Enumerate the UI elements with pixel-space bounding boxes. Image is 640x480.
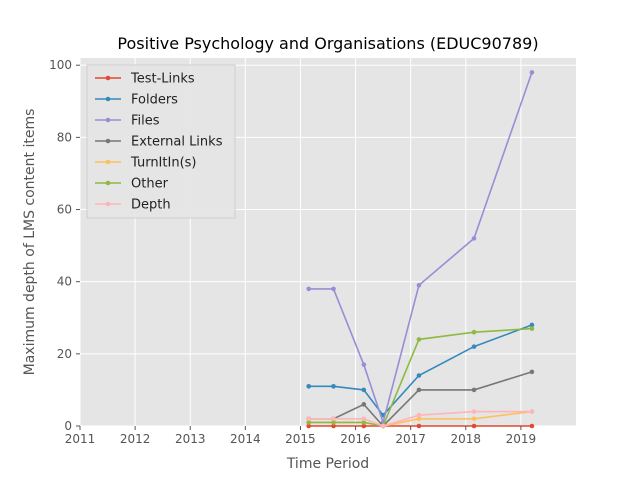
- data-point-test-links: [331, 423, 336, 429]
- legend-marker-external-links: [105, 138, 111, 144]
- data-point-folders: [529, 322, 535, 328]
- legend-label-test-links: Test-Links: [130, 72, 195, 87]
- data-point-other: [416, 337, 422, 342]
- legend-marker-folders: [105, 96, 111, 102]
- x-tick-label: 2014: [230, 432, 261, 446]
- series-depth: [306, 409, 535, 429]
- legend-marker-other: [105, 180, 111, 186]
- data-point-files: [361, 362, 367, 367]
- data-point-files: [416, 282, 422, 288]
- data-point-external-links: [361, 402, 367, 407]
- data-point-files: [306, 286, 312, 292]
- data-point-test-links: [529, 423, 535, 429]
- data-point-files: [331, 286, 336, 292]
- legend-marker-depth: [105, 201, 111, 207]
- series-files: [306, 70, 535, 426]
- y-axis-label: Maximum depth of LMS content items: [22, 109, 38, 376]
- legend-label-external-links: External Links: [131, 135, 223, 150]
- y-tick-label: 20: [57, 347, 72, 361]
- legend-label-other: Other: [131, 177, 169, 192]
- series-layer: [306, 70, 535, 429]
- data-point-folders: [471, 344, 477, 349]
- legend-label-turnitin-s: TurnItIn(s): [130, 156, 196, 171]
- y-tick-label: 60: [57, 203, 72, 217]
- data-point-depth: [306, 416, 312, 422]
- data-point-external-links: [471, 387, 477, 393]
- y-tick-label: 0: [64, 419, 72, 433]
- legend: Test-Links Folders Files External Links Turn…: [86, 64, 236, 219]
- data-point-other: [361, 420, 367, 425]
- data-point-folders: [416, 373, 422, 378]
- data-point-depth: [380, 423, 386, 429]
- data-point-depth: [361, 416, 367, 422]
- data-point-external-links: [529, 369, 535, 375]
- chart-title: Positive Psychology and Organisations (E…: [117, 34, 538, 53]
- data-point-depth: [331, 416, 336, 422]
- y-tick-label: 40: [57, 275, 72, 289]
- x-tick-label: 2015: [285, 432, 316, 446]
- legend-marker-turnitin-s: [105, 159, 111, 165]
- data-point-files: [471, 236, 477, 241]
- x-tick-label: 2013: [175, 432, 206, 446]
- legend-marker-test-links: [105, 75, 111, 81]
- y-tick-label: 100: [49, 58, 72, 72]
- data-point-folders: [361, 387, 367, 393]
- data-point-turnitin-s: [416, 416, 422, 422]
- y-tick-label: 80: [57, 130, 72, 144]
- x-tick-label: 2019: [506, 432, 537, 446]
- data-point-external-links: [416, 387, 422, 393]
- data-point-other: [471, 329, 477, 335]
- legend-label-folders: Folders: [131, 93, 178, 108]
- data-point-folders: [331, 384, 336, 389]
- x-tick-label: 2012: [120, 432, 151, 446]
- legend-marker-files: [105, 117, 111, 123]
- data-point-test-links: [416, 423, 422, 429]
- legend-label-depth: Depth: [131, 198, 171, 213]
- data-point-other: [306, 420, 312, 425]
- data-point-test-links: [361, 423, 367, 429]
- x-axis-label: Time Period: [286, 456, 369, 472]
- data-point-folders: [306, 384, 312, 389]
- x-tick-label: 2011: [65, 432, 96, 446]
- x-tick-label: 2016: [340, 432, 371, 446]
- ticks: 2011 2012 2013 2014 2015 2016 2017 2018 2019 0 20 4…: [49, 58, 536, 446]
- x-tick-label: 2018: [451, 432, 482, 446]
- data-point-depth: [529, 409, 535, 414]
- data-point-test-links: [471, 423, 477, 429]
- x-tick-label: 2017: [395, 432, 426, 446]
- data-point-depth: [471, 409, 477, 414]
- data-point-depth: [416, 412, 422, 418]
- data-point-other: [331, 420, 336, 425]
- data-point-other: [529, 326, 535, 331]
- legend-label-files: Files: [131, 114, 160, 129]
- data-point-files: [529, 70, 535, 75]
- data-point-test-links: [306, 423, 312, 429]
- data-point-turnitin-s: [471, 416, 477, 422]
